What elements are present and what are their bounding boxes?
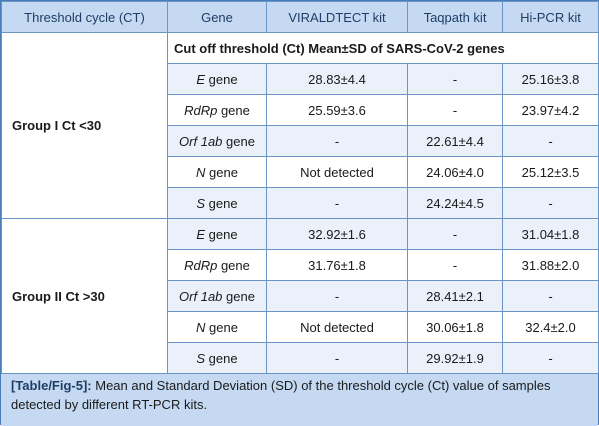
taqpath-cell: 22.61±4.4 [407,125,503,157]
caption-ref: [Table/Fig-5]: [11,378,92,393]
taqpath-cell: 24.24±4.5 [407,187,503,219]
gene-name: RdRp [184,102,218,118]
viraldtect-cell: 25.59±3.6 [266,94,408,126]
gene-name: RdRp [184,257,218,273]
gene-suffix: gene [205,195,238,211]
hipcr-cell: - [502,125,599,157]
taqpath-cell: 24.06±4.0 [407,156,503,188]
gene-suffix: gene [217,102,250,118]
gene-cell: S gene [167,342,267,374]
table-row: Group I Ct <30 Cut off threshold (Ct) Me… [1,32,599,219]
gene-cell: E gene [167,63,267,95]
viraldtect-cell: 32.92±1.6 [266,218,408,250]
gene-cell: Orf 1ab gene [167,280,267,312]
taqpath-cell: - [407,94,503,126]
gene-cell: E gene [167,218,267,250]
gene-cell: N gene [167,311,267,343]
table-row: Group II Ct >30 E gene 32.92±1.6 - 31.04… [1,218,599,374]
viraldtect-cell: Not detected [266,311,408,343]
gene-name: S [196,195,206,211]
gene-name: N [196,164,206,180]
col-header-threshold: Threshold cycle (CT) [1,1,168,33]
taqpath-cell: 30.06±1.8 [407,311,503,343]
viraldtect-cell: - [266,125,408,157]
gene-cell: S gene [167,187,267,219]
taqpath-cell: - [407,249,503,281]
gene-name: E [196,226,206,242]
col-header-taqpath: Taqpath kit [407,1,503,33]
gene-cell: Orf 1ab gene [167,125,267,157]
viraldtect-cell: Not detected [266,156,408,188]
taqpath-cell: 29.92±1.9 [407,342,503,374]
table-row: S gene - 29.92±1.9 - [2,342,599,374]
hipcr-cell: 32.4±2.0 [502,311,599,343]
hipcr-cell: - [502,342,599,374]
header-row: Threshold cycle (CT) Gene VIRALDTECT kit… [1,1,599,33]
viraldtect-cell: - [266,342,408,374]
gene-name: N [196,319,206,335]
hipcr-cell: - [502,280,599,312]
gene-suffix: gene [222,288,255,304]
ct-table: Threshold cycle (CT) Gene VIRALDTECT kit… [1,1,599,374]
viraldtect-cell: 31.76±1.8 [266,249,408,281]
col-header-hipcr: Hi-PCR kit [502,1,599,33]
gene-suffix: gene [217,257,250,273]
taqpath-cell: - [407,63,503,95]
taqpath-cell: 28.41±2.1 [407,280,503,312]
group-label: Group II Ct >30 [1,218,168,374]
gene-suffix: gene [205,226,238,242]
gene-suffix: gene [205,350,238,366]
hipcr-cell: 25.16±3.8 [502,63,599,95]
table-row: Orf 1ab gene - 28.41±2.1 - [2,280,599,312]
taqpath-cell: - [407,218,503,250]
table-row: N gene Not detected 24.06±4.0 25.12±3.5 [2,156,599,188]
caption-text: Mean and Standard Deviation (SD) of the … [11,378,551,412]
table-row: RdRp gene 25.59±3.6 - 23.97±4.2 [2,94,599,126]
hipcr-cell: 31.04±1.8 [502,218,599,250]
table-row: E gene 28.83±4.4 - 25.16±3.8 [2,63,599,95]
hipcr-cell: 25.12±3.5 [502,156,599,188]
gene-suffix: gene [205,164,238,180]
gene-suffix: gene [222,133,255,149]
viraldtect-cell: 28.83±4.4 [266,63,408,95]
col-header-gene: Gene [167,1,267,33]
gene-name: Orf 1ab [179,288,223,304]
group-label: Group I Ct <30 [1,32,168,219]
gene-name: E [196,71,206,87]
hipcr-cell: 31.88±2.0 [502,249,599,281]
gene-cell: RdRp gene [167,94,267,126]
table-caption: [Table/Fig-5]: Mean and Standard Deviati… [1,374,598,426]
gene-name: S [196,350,206,366]
hipcr-cell: - [502,187,599,219]
gene-cell: RdRp gene [167,249,267,281]
gene-cell: N gene [167,156,267,188]
hipcr-cell: 23.97±4.2 [502,94,599,126]
viraldtect-cell: - [266,187,408,219]
viraldtect-cell: - [266,280,408,312]
gene-suffix: gene [205,71,238,87]
table-row: S gene - 24.24±4.5 - [2,187,599,219]
gene-name: Orf 1ab [179,133,223,149]
table-row: Orf 1ab gene - 22.61±4.4 - [2,125,599,157]
subheader: Cut off threshold (Ct) Mean±SD of SARS-C… [167,32,599,64]
table-row: RdRp gene 31.76±1.8 - 31.88±2.0 [2,249,599,281]
gene-suffix: gene [205,319,238,335]
col-header-viraldtect: VIRALDTECT kit [266,1,408,33]
